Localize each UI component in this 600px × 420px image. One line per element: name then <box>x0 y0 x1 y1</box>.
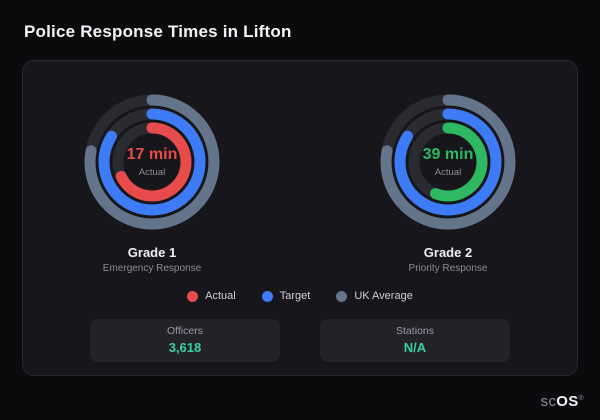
gauge-grade-2: 39 min Actual Grade 2 Priority Response <box>343 87 553 274</box>
ring-target <box>98 108 206 216</box>
gauge-grade-1-svg <box>84 94 220 230</box>
gauge-grade-1-title: Grade 1 <box>127 245 177 260</box>
ring-target <box>394 108 502 216</box>
legend-item-target[interactable]: Target <box>261 290 311 302</box>
stat-box-officers: Officers 3,618 <box>90 319 280 362</box>
gauge-grade-2-svg <box>380 94 516 230</box>
gauge-grade-2-subtitle: Priority Response <box>408 263 488 274</box>
gauge-grade-1-chart: 17 min Actual <box>77 87 227 237</box>
legend-label-target: Target <box>279 290 311 302</box>
gauge-grade-1: 17 min Actual Grade 1 Emergency Response <box>47 87 257 274</box>
stat-box-stations: Stations N/A <box>320 319 510 362</box>
stat-label-officers: Officers <box>167 325 203 337</box>
legend-dot-target-icon <box>261 290 273 302</box>
stat-label-stations: Stations <box>396 325 434 337</box>
gauge-grade-2-title: Grade 2 <box>423 245 473 260</box>
page-title: Police Response Times in Lifton <box>24 22 292 41</box>
stat-value-stations: N/A <box>403 340 427 355</box>
legend-dot-uk-average-icon <box>336 290 348 302</box>
legend-item-actual[interactable]: Actual <box>187 290 236 302</box>
chart-legend: Actual Target UK Average <box>187 290 413 302</box>
scos-logo-suffix: OS <box>556 393 579 410</box>
response-times-card: 17 min Actual Grade 1 Emergency Response <box>22 60 578 376</box>
gauges-row: 17 min Actual Grade 1 Emergency Response <box>47 87 553 274</box>
ring-uk-average <box>380 94 516 230</box>
gauge-grade-2-chart: 39 min Actual <box>373 87 523 237</box>
legend-dot-actual-icon <box>187 290 199 302</box>
stat-value-officers: 3,618 <box>168 340 202 355</box>
ring-actual <box>408 122 488 202</box>
scos-logo: scOS® <box>541 393 584 410</box>
ring-uk-average <box>84 94 220 230</box>
legend-item-uk-average[interactable]: UK Average <box>336 290 413 302</box>
legend-label-uk-average: UK Average <box>354 290 413 302</box>
stats-row: Officers 3,618 Stations N/A <box>90 319 510 362</box>
legend-label-actual: Actual <box>205 290 236 302</box>
gauge-grade-1-subtitle: Emergency Response <box>102 263 202 274</box>
scos-logo-prefix: sc <box>540 393 557 410</box>
registered-trademark-icon: ® <box>578 395 584 402</box>
ring-actual <box>112 122 192 202</box>
